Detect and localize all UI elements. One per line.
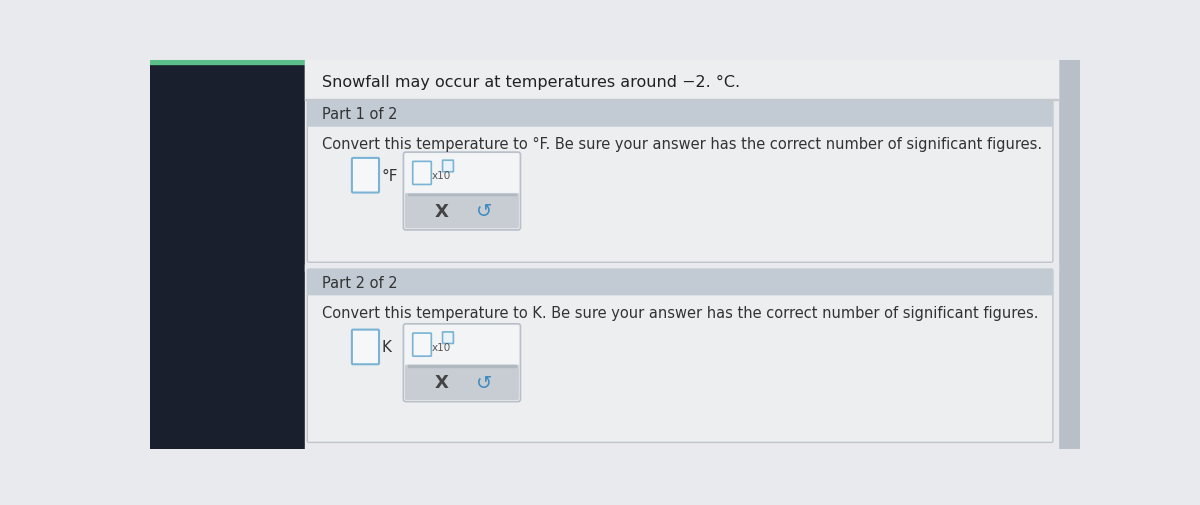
FancyBboxPatch shape [404, 326, 518, 367]
Text: X: X [434, 374, 449, 391]
FancyBboxPatch shape [404, 155, 518, 196]
Bar [305, 61, 1058, 449]
Text: Part 2 of 2: Part 2 of 2 [322, 275, 397, 290]
Text: ↺: ↺ [476, 201, 493, 221]
FancyBboxPatch shape [404, 365, 518, 400]
FancyBboxPatch shape [307, 270, 1052, 442]
Text: K: K [382, 340, 391, 355]
Text: X: X [434, 202, 449, 220]
Text: Convert this temperature to K. Be sure your answer has the correct number of sig: Convert this temperature to K. Be sure y… [322, 305, 1038, 320]
FancyBboxPatch shape [352, 330, 379, 365]
Bar [408, 194, 516, 195]
FancyBboxPatch shape [403, 153, 521, 230]
Text: Convert this temperature to °F. Be sure your answer has the correct number of si: Convert this temperature to °F. Be sure … [322, 137, 1042, 152]
FancyBboxPatch shape [307, 102, 1052, 263]
FancyBboxPatch shape [443, 161, 454, 172]
Bar [305, 100, 1058, 101]
Bar [150, 61, 305, 65]
FancyBboxPatch shape [443, 332, 454, 344]
FancyBboxPatch shape [403, 324, 521, 402]
Text: x10: x10 [432, 342, 451, 352]
Text: Part 1 of 2: Part 1 of 2 [322, 107, 397, 122]
Bar [305, 264, 1058, 272]
FancyBboxPatch shape [413, 162, 431, 185]
Bar [1058, 61, 1080, 449]
Bar [408, 366, 516, 367]
Bar [150, 61, 305, 449]
FancyBboxPatch shape [307, 270, 1052, 296]
FancyBboxPatch shape [404, 193, 518, 229]
Text: Snowfall may occur at temperatures around −2. °C.: Snowfall may occur at temperatures aroun… [322, 75, 740, 89]
Bar [305, 61, 1058, 100]
Text: °F: °F [382, 168, 398, 183]
Text: x10: x10 [432, 171, 451, 181]
FancyBboxPatch shape [307, 102, 1052, 127]
Text: ↺: ↺ [476, 373, 493, 392]
FancyBboxPatch shape [352, 159, 379, 193]
FancyBboxPatch shape [413, 333, 431, 357]
